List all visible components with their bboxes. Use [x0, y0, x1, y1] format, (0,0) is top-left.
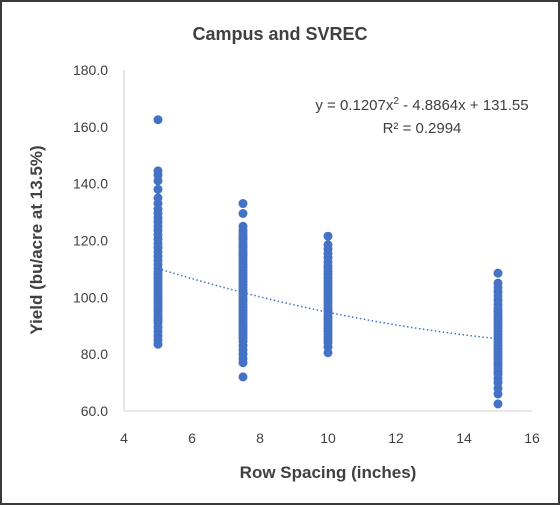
data-point [493, 399, 503, 409]
x-tick-labels: 4 6 8 10 12 14 16 [120, 430, 540, 446]
x-tick-label: 8 [256, 430, 264, 446]
data-point [493, 268, 503, 278]
chart-title: Campus and SVREC [192, 24, 367, 44]
x-tick-label: 10 [320, 430, 336, 446]
data-point [153, 339, 163, 349]
x-tick-label: 14 [456, 430, 472, 446]
x-tick-label: 16 [524, 430, 540, 446]
trendline-r-squared: R² = 0.2994 [383, 120, 462, 137]
x-tick-label: 6 [188, 430, 196, 446]
data-point [238, 209, 248, 218]
x-tick-label: 4 [120, 430, 128, 446]
data-point [238, 199, 248, 209]
y-axis-title: Yield (bu/acre at 13.5%) [27, 145, 46, 334]
y-tick-label: 80.0 [81, 346, 108, 362]
y-tick-label: 120.0 [73, 233, 108, 249]
axes [123, 70, 532, 412]
x-tick-label: 12 [388, 430, 404, 446]
y-tick-label: 100.0 [73, 289, 108, 305]
y-tick-label: 160.0 [73, 119, 108, 135]
y-tick-labels: 60.0 80.0 100.0 120.0 140.0 160.0 180.0 [73, 62, 108, 419]
data-point [323, 231, 333, 241]
data-point [493, 389, 503, 399]
data-point [323, 348, 333, 358]
data-points [153, 115, 503, 409]
equation-superscript: 2 [393, 96, 399, 107]
data-point [238, 372, 248, 382]
x-axis-title: Row Spacing (inches) [240, 463, 417, 482]
scatter-chart: Campus and SVREC 60.0 80.0 100.0 120.0 140.0… [27, 24, 540, 482]
trendline-equation: y = 0.1207x2 - 4.8864x + 131.55 [315, 96, 528, 114]
y-tick-label: 180.0 [73, 62, 108, 78]
data-point [153, 176, 163, 186]
data-point [153, 184, 163, 194]
data-point [238, 358, 248, 368]
data-point [153, 115, 163, 125]
y-tick-label: 140.0 [73, 176, 108, 192]
y-tick-label: 60.0 [81, 403, 108, 419]
